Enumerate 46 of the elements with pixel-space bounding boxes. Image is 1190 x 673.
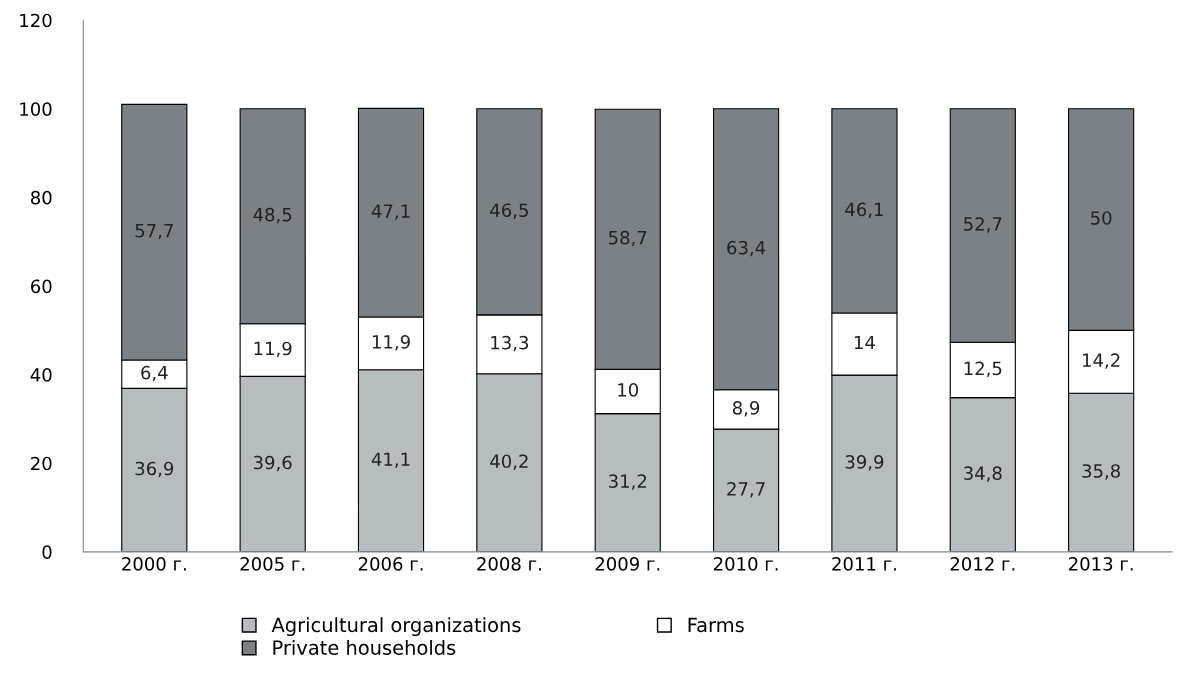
data-label: 8,9 — [732, 401, 760, 417]
data-label: 27,7 — [727, 482, 765, 498]
data-label: 14 — [854, 335, 875, 350]
data-label: 46,1 — [845, 202, 883, 219]
x-tick-label: 2013 г. — [1069, 557, 1133, 571]
y-tick-label: 60 — [31, 279, 52, 294]
data-label: 41,1 — [371, 452, 410, 468]
legend-label: Agricultural organizations — [271, 617, 521, 637]
data-label: 34,8 — [964, 466, 1002, 482]
data-label: 63,4 — [727, 240, 766, 257]
data-label: 6,4 — [141, 365, 168, 382]
y-tick-label: 20 — [31, 456, 52, 471]
x-tick-label: 2000 г. — [122, 557, 186, 571]
data-label: 31,2 — [609, 474, 647, 490]
x-tick-label: 2009 г. — [595, 557, 660, 571]
data-label: 39,9 — [845, 455, 884, 471]
data-label: 12,5 — [964, 361, 1002, 378]
data-label: 46,5 — [490, 203, 528, 219]
data-label: 13,3 — [491, 335, 529, 352]
data-label: 10 — [618, 383, 639, 397]
y-tick-label: 120 — [20, 13, 52, 28]
data-label: 57,7 — [135, 224, 173, 240]
x-tick-label: 2005 г. — [240, 557, 305, 571]
x-tick-label: 2011 г. — [832, 557, 896, 571]
data-label: 14,2 — [1083, 353, 1120, 369]
legend-label: Private households — [273, 639, 456, 655]
data-label: 58,7 — [609, 230, 647, 247]
data-label: 52,7 — [964, 217, 1002, 233]
data-label: 40,2 — [490, 454, 528, 470]
data-label: 48,5 — [253, 207, 292, 224]
data-label: 39,6 — [253, 455, 292, 472]
x-tick-label: 2012 г. — [950, 557, 1015, 571]
data-label: 50 — [1091, 211, 1112, 225]
data-label: 11,9 — [372, 334, 410, 351]
data-label: 35,8 — [1082, 464, 1120, 480]
x-tick-label: 2006 г. — [358, 557, 423, 571]
data-label: 36,9 — [135, 461, 174, 478]
x-tick-label: 2008 г. — [477, 557, 541, 571]
y-tick-label: 100 — [20, 102, 52, 116]
y-tick-label: 0 — [42, 545, 52, 559]
x-tick-label: 2010 г. — [713, 557, 778, 571]
data-label: 11,9 — [254, 341, 292, 358]
data-label: 47,1 — [371, 204, 410, 220]
legend-label: Farms — [688, 617, 744, 633]
y-tick-label: 40 — [30, 368, 52, 382]
y-tick-label: 80 — [30, 190, 52, 205]
